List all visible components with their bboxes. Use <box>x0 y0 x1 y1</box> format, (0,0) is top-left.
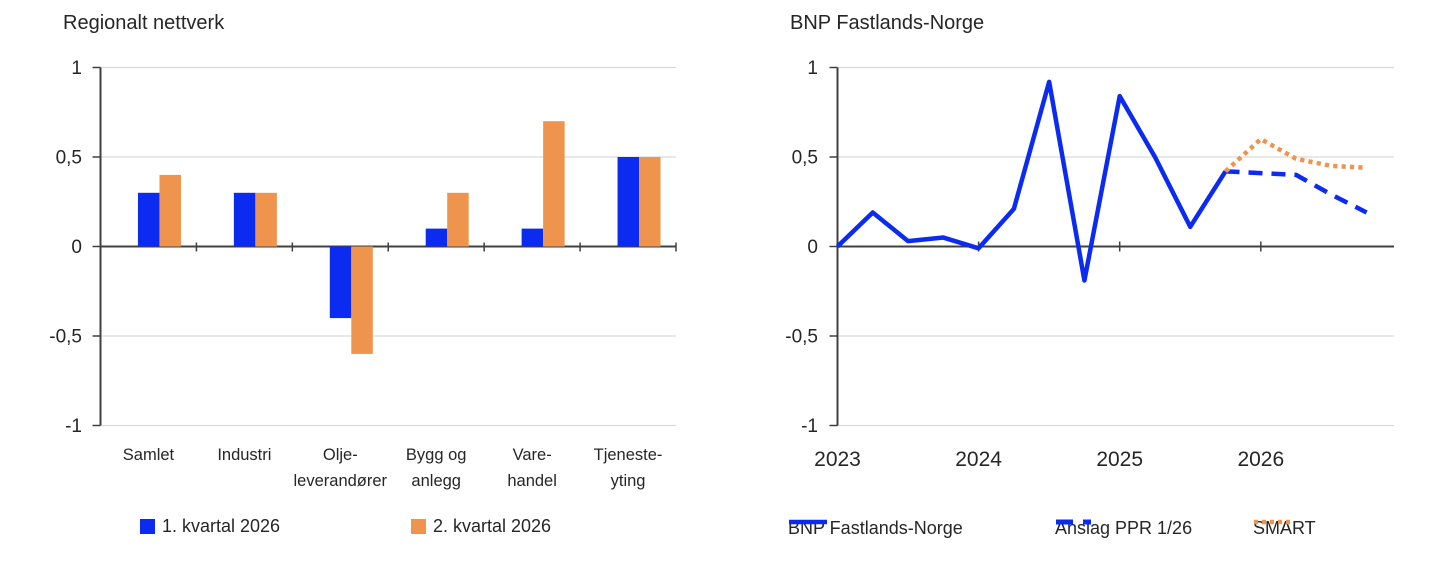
y-tick-label: -1 <box>801 416 818 437</box>
category-label: Industri <box>217 446 271 464</box>
bar <box>543 121 565 247</box>
bar <box>255 192 277 247</box>
q1-2026-swatch-icon <box>140 519 155 534</box>
bar <box>425 228 448 247</box>
x-tick-label: 2026 <box>1237 448 1284 471</box>
category-label: leverandører <box>294 472 388 490</box>
legend-item-smart: SMART <box>1253 518 1316 539</box>
y-tick-label: -0,5 <box>49 327 82 348</box>
line-chart-title: BNP Fastlands-Norge <box>790 12 985 34</box>
legend-item-anslag: Anslag PPR 1/26 <box>1055 518 1192 539</box>
category-label: Olje- <box>323 446 358 464</box>
charts-plot-area: 1 0,5 0 -0,5 -1 Samlet Industri Olje-leverandør… <box>49 58 1394 490</box>
legend-item-q2-2026: 2. kvartal 2026 <box>411 516 551 537</box>
series-line-solid <box>835 79 1228 283</box>
y-tick-label: 0 <box>71 237 82 258</box>
y-tick-label: 1 <box>807 58 818 79</box>
y-tick-label: 0 <box>807 237 818 258</box>
category-label: Tjeneste- <box>594 446 663 464</box>
legend-item-bnp: BNP Fastlands-Norge <box>788 518 963 539</box>
category-label: handel <box>507 472 557 490</box>
y-tick-label: 1 <box>71 58 82 79</box>
legend-label-q2: 2. kvartal 2026 <box>433 516 552 536</box>
bar <box>351 246 373 354</box>
bar <box>447 192 469 247</box>
category-label: Samlet <box>123 446 175 464</box>
q2-2026-swatch-icon <box>411 519 426 534</box>
solid-line-swatch-icon <box>789 519 827 525</box>
legend-item-q1-2026: 1. kvartal 2026 <box>140 516 280 537</box>
legend-label-q1: 1. kvartal 2026 <box>162 516 281 536</box>
category-label: anlegg <box>411 472 461 490</box>
series-line-dotted <box>1224 136 1367 173</box>
bar-chart-title: Regionalt nettverk <box>63 12 225 34</box>
x-tick-label: 2024 <box>955 448 1002 471</box>
bar <box>159 174 181 247</box>
legend-label-bnp: BNP Fastlands-Norge <box>788 518 963 538</box>
bar <box>137 192 160 247</box>
x-tick-label: 2023 <box>814 448 861 471</box>
legend-label-smart: SMART <box>1253 518 1316 538</box>
y-tick-label: -1 <box>65 416 82 437</box>
category-label: Bygg og <box>406 446 467 464</box>
bar <box>617 157 640 247</box>
x-tick-label: 2025 <box>1096 448 1143 471</box>
category-label: yting <box>611 472 646 490</box>
y-tick-label: -0,5 <box>785 327 818 348</box>
bar <box>233 192 256 247</box>
dashed-line-swatch-icon <box>1056 519 1098 525</box>
bar <box>639 157 661 247</box>
bar <box>329 246 352 319</box>
y-tick-label: 0,5 <box>56 148 82 169</box>
series-line-dashed <box>1225 169 1368 215</box>
category-label: Vare- <box>513 446 552 464</box>
y-tick-label: 0,5 <box>792 148 818 169</box>
bar <box>521 228 544 247</box>
dotted-line-swatch-icon <box>1254 519 1292 525</box>
